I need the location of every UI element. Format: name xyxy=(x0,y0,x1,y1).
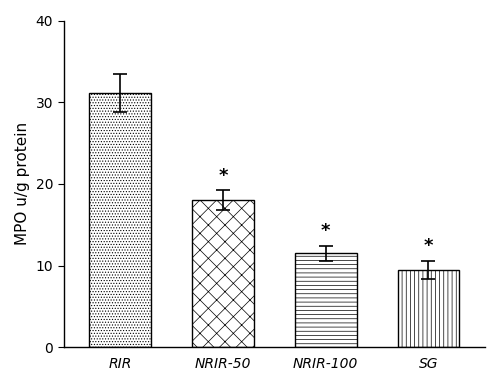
Bar xyxy=(398,270,460,347)
Bar xyxy=(295,253,356,347)
Text: *: * xyxy=(424,237,433,255)
Bar xyxy=(90,93,151,347)
Bar xyxy=(192,200,254,347)
Text: *: * xyxy=(321,222,330,240)
Y-axis label: MPO u/g protein: MPO u/g protein xyxy=(15,122,30,245)
Text: *: * xyxy=(218,167,228,185)
